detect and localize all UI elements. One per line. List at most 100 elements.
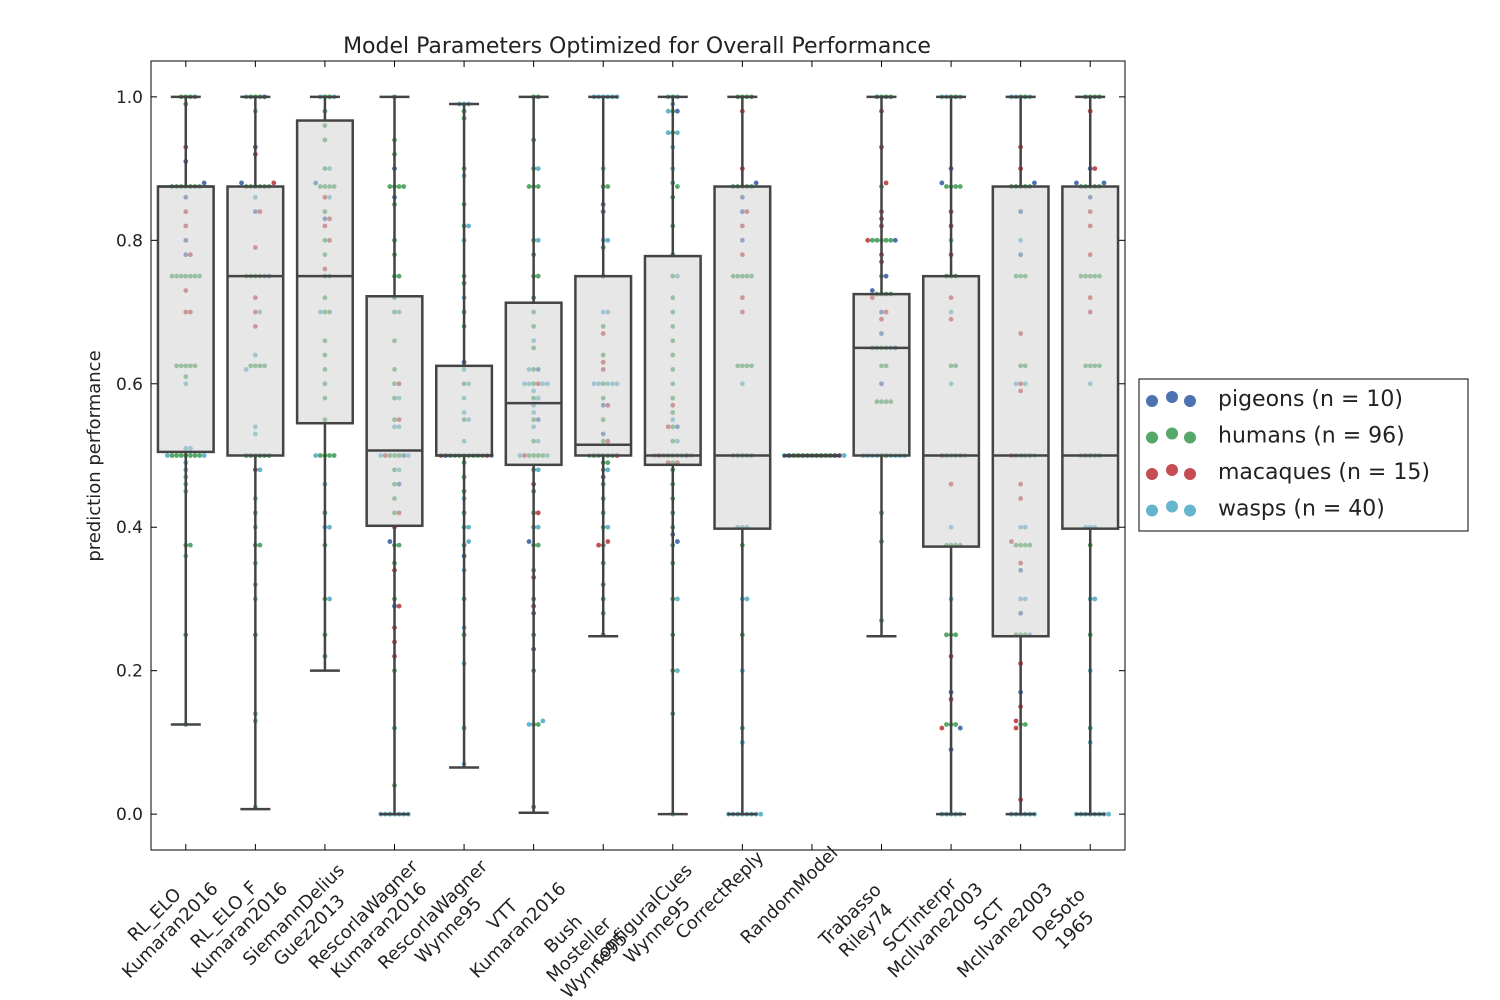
swarm-point-wasp — [665, 108, 671, 114]
box-3 — [365, 95, 424, 816]
legend-label: macaques (n = 15) — [1218, 460, 1430, 485]
swarm-point-wasp — [535, 166, 541, 171]
swarm-point-pigeon — [939, 180, 945, 186]
swarm-point-human — [257, 542, 263, 548]
swarm-point-wasp — [327, 596, 332, 602]
legend: pigeons (n = 10) humans (n = 96) macaques … — [1138, 378, 1469, 532]
box-13 — [1061, 95, 1120, 816]
swarm-point-pigeon — [201, 180, 207, 186]
box-2 — [295, 95, 355, 672]
legend-marker — [1184, 504, 1196, 517]
box-10 — [852, 95, 911, 638]
swarm-point-macaque — [1013, 718, 1019, 724]
swarm-point-macaque — [1013, 725, 1019, 731]
swarm-point-wasp — [466, 223, 472, 229]
swarm-point-human — [957, 184, 963, 189]
box-iqr — [156, 185, 215, 454]
box-0 — [156, 95, 215, 726]
y-tick-label: 0.8 — [116, 231, 143, 251]
swarm-point-human — [197, 453, 202, 458]
x-tick-label: TrabassoRiley74 — [814, 880, 901, 967]
swarm-point-pigeon — [883, 273, 889, 279]
swarm-point-human — [169, 453, 175, 458]
swarm-point-wasp — [1106, 811, 1112, 817]
y-tick-label: 1.0 — [116, 88, 143, 108]
swarm-point-human — [888, 237, 894, 243]
swarm-point-human — [953, 722, 959, 727]
swarm-point-pigeon — [387, 539, 393, 544]
box-iqr — [504, 301, 563, 467]
swarm-point-human — [874, 237, 880, 243]
legend-marker — [1184, 395, 1196, 407]
swarm-point-macaque — [883, 180, 889, 186]
y-tick-label: 0.2 — [116, 662, 143, 682]
swarm-point-wasp — [466, 524, 472, 530]
swarm-point-macaque — [396, 603, 402, 609]
swarm-point-pigeon — [869, 288, 875, 293]
swarm-point-human — [535, 273, 541, 279]
box-5 — [504, 95, 563, 814]
swarm-point-human — [396, 273, 402, 279]
swarm-point-macaque — [535, 510, 541, 516]
legend-marker — [1184, 431, 1196, 444]
swarm-point-wasp — [164, 453, 170, 458]
swarm-point-wasp — [201, 453, 207, 458]
swarm-point-wasp — [841, 453, 847, 458]
box-iqr — [295, 119, 355, 425]
box-iqr — [921, 274, 981, 548]
legend-marker — [1166, 500, 1178, 513]
swarm-point-wasp — [535, 524, 541, 530]
box-8 — [713, 95, 772, 816]
swarm-point-human — [387, 184, 393, 189]
chart-title: Model Parameters Optimized for Overall P… — [343, 34, 931, 59]
box-4 — [434, 102, 494, 769]
y-axis-label: prediction performance — [84, 350, 105, 561]
swarm-point-pigeon — [1032, 180, 1037, 186]
swarm-point-macaque — [605, 539, 611, 544]
box-12 — [991, 95, 1050, 816]
swarm-point-wasp — [535, 467, 541, 473]
swarm-point-macaque — [1092, 166, 1098, 171]
swarm-point-wasp — [605, 524, 611, 530]
box-layer — [156, 95, 1120, 816]
swarm-point-macaque — [939, 725, 945, 731]
swarm-point-wasp — [313, 453, 319, 458]
swarm-point-wasp — [327, 524, 332, 530]
swarm-point-human — [187, 542, 193, 548]
swarm-point-human — [535, 722, 541, 727]
y-tick-label: 0.4 — [116, 518, 143, 538]
legend-marker — [1166, 391, 1178, 403]
box-6 — [574, 95, 633, 638]
swarm-point-human — [605, 184, 611, 189]
box-1 — [226, 95, 285, 811]
legend-marker — [1146, 504, 1158, 517]
swarm-point-human — [535, 542, 541, 548]
box-iqr — [574, 274, 633, 457]
swarm-point-human — [944, 184, 949, 189]
swarm-point-pigeon — [674, 108, 680, 114]
swarm-point-human — [953, 184, 959, 189]
swarm-point-pigeon — [674, 539, 680, 544]
legend-marker — [1146, 468, 1158, 480]
legend-marker — [1166, 427, 1178, 440]
legend-marker — [1146, 395, 1158, 407]
swarm-point-macaque — [271, 180, 277, 186]
swarm-point-wasp — [257, 467, 263, 473]
box-iqr — [713, 185, 772, 530]
swarm-point-human — [883, 237, 889, 243]
swarm-point-pigeon — [526, 539, 532, 544]
swarm-point-human — [331, 453, 337, 458]
swarm-point-human — [869, 237, 875, 243]
swarm-point-wasp — [526, 722, 532, 727]
swarm-point-pigeon — [1074, 180, 1079, 186]
box-iqr — [852, 292, 911, 457]
swarm-point-macaque — [596, 542, 602, 548]
swarm-point-wasp — [758, 811, 764, 817]
swarm-point-wasp — [540, 718, 546, 724]
box-iqr — [991, 185, 1050, 638]
swarm-point-wasp — [535, 237, 541, 243]
swarm-point-human — [674, 184, 680, 189]
swarm-point-human — [605, 460, 611, 466]
swarm-point-pigeon — [753, 180, 759, 186]
